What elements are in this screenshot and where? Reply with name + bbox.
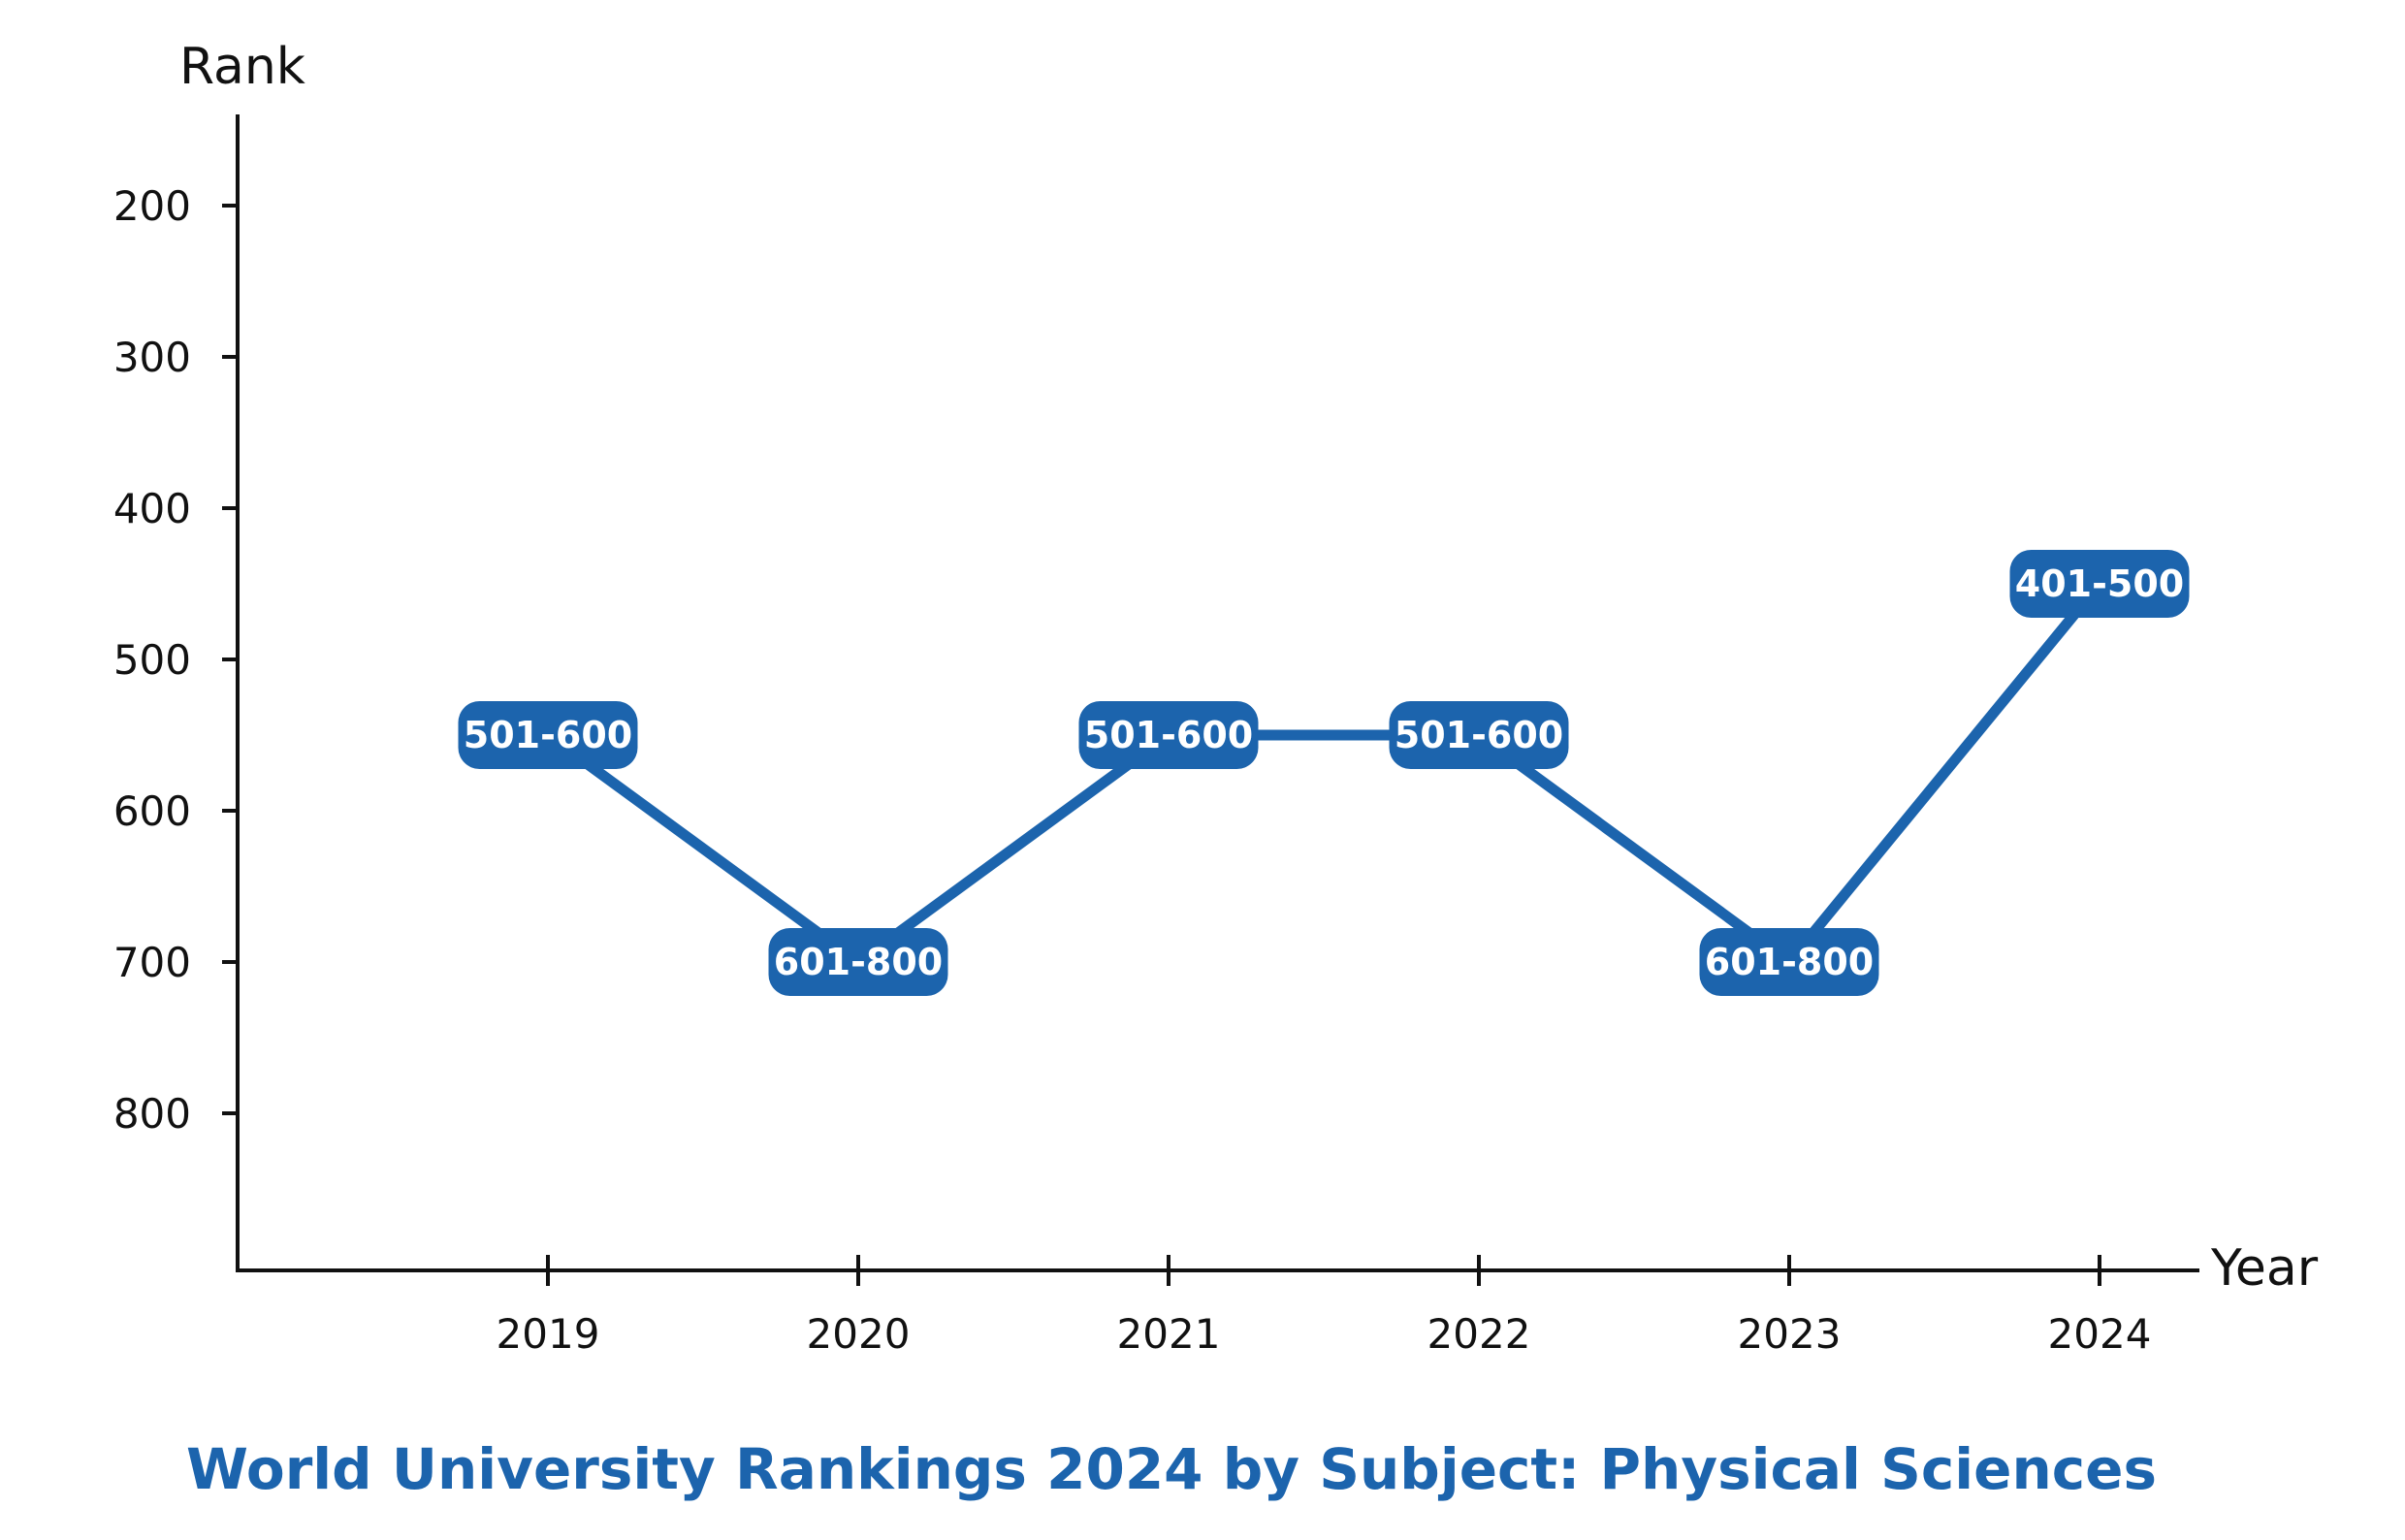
x-tick-label: 2024 (2048, 1310, 2152, 1358)
data-label-text: 401-500 (2015, 562, 2184, 605)
y-axis-ticks: 200 300 400 500 600 700 800 (113, 182, 238, 1138)
data-label-box (1078, 701, 1259, 769)
y-tick-label: 800 (113, 1090, 191, 1138)
y-tick-label: 300 (113, 334, 191, 381)
y-tick-label: 700 (113, 939, 191, 986)
data-point-label: 501-600 (1078, 701, 1259, 769)
y-tick-label: 600 (113, 787, 191, 835)
axis-lines (236, 114, 2199, 1272)
data-label-text: 501-600 (1084, 714, 1253, 756)
data-label-box (768, 928, 948, 996)
data-point-label: 501-600 (1389, 701, 1569, 769)
data-label-box (1699, 928, 1879, 996)
chart-title: World University Rankings 2024 by Subjec… (186, 1436, 2157, 1502)
data-label-text: 501-600 (1395, 714, 1563, 756)
data-label-text: 601-800 (774, 941, 943, 983)
y-tick-label: 400 (113, 485, 191, 532)
x-tick-label: 2022 (1427, 1310, 1531, 1358)
x-axis-title: Year (2210, 1239, 2319, 1298)
data-label-text: 501-600 (464, 714, 632, 756)
x-tick-label: 2019 (497, 1310, 600, 1358)
y-tick-label: 200 (113, 182, 191, 230)
x-tick-label: 2023 (1738, 1310, 1842, 1358)
data-point-label: 401-500 (2009, 550, 2190, 618)
x-axis-ticks: 2019 2020 2021 2022 2023 2024 (497, 1255, 2152, 1358)
data-point-label: 601-800 (1699, 928, 1879, 996)
rank-series (542, 578, 2105, 968)
x-tick-label: 2021 (1117, 1310, 1221, 1358)
axes (236, 114, 2199, 1272)
data-point-label: 601-800 (768, 928, 948, 996)
data-label-text: 601-800 (1705, 941, 1874, 983)
point-labels: 501-600 601-800 501-600 501-600 601-800 401-5… (458, 550, 2190, 996)
y-axis-title: Rank (179, 38, 305, 96)
data-point-label: 501-600 (458, 701, 638, 769)
data-label-box (2009, 550, 2190, 618)
y-tick-label: 500 (113, 636, 191, 684)
series-line (542, 578, 2105, 968)
data-label-box (1389, 701, 1569, 769)
x-tick-label: 2020 (807, 1310, 911, 1358)
data-label-box (458, 701, 638, 769)
